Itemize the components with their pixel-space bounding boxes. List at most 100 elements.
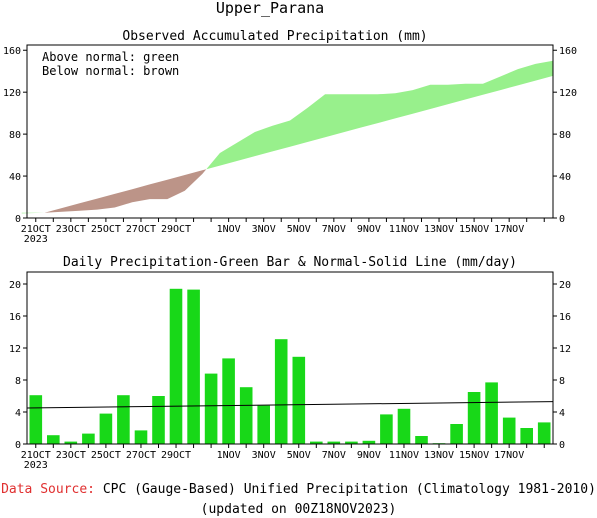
x-tick-label: 15NOV: [459, 450, 489, 461]
daily-bar: [117, 395, 130, 444]
y-tick-label-left: 12: [9, 344, 21, 355]
daily-bar: [47, 435, 60, 444]
y-tick-label-right: 0: [559, 440, 565, 451]
daily-bar: [239, 387, 253, 444]
daily-bar: [502, 417, 516, 444]
daily-bar: [82, 433, 95, 444]
daily-bar: [415, 436, 428, 444]
y-tick-label-right: 8: [559, 376, 565, 387]
accumulated-plot-frame: [26, 44, 554, 219]
accumulated-chart: Observed Accumulated Precipitation (mm) …: [3, 29, 577, 245]
y-tick-label-right: 12: [559, 344, 571, 355]
y-tick-label-right: 120: [559, 88, 577, 99]
x-tick-label: 21OCT: [21, 450, 51, 461]
main-title: Upper_Parana: [216, 0, 324, 17]
year-label: 2023: [24, 234, 48, 245]
y-tick-label-right: 20: [559, 280, 571, 291]
daily-bar: [29, 395, 43, 444]
y-tick-label-right: 16: [559, 312, 571, 323]
x-tick-label: 23OCT: [56, 224, 86, 235]
x-tick-label: 11NOV: [389, 224, 419, 235]
data-source-line: Data Source: CPC (Gauge-Based) Unified P…: [0, 482, 597, 497]
daily-title: Daily Precipitation-Green Bar & Normal-S…: [63, 255, 517, 270]
x-tick-label: 25OCT: [91, 224, 121, 235]
daily-bar: [292, 356, 306, 444]
x-tick-label: 17NOV: [494, 224, 524, 235]
y-tick-label-right: 0: [559, 214, 565, 225]
daily-bar: [397, 408, 411, 444]
x-tick-label: 1NOV: [217, 224, 241, 235]
daily-bar: [467, 392, 481, 444]
year-label: 2023: [24, 460, 48, 471]
daily-bar: [169, 288, 183, 444]
x-tick-label: 1NOV: [217, 450, 241, 461]
legend-below: Below normal: brown: [42, 64, 179, 78]
x-tick-label: 23OCT: [56, 450, 86, 461]
y-tick-label-right: 80: [559, 130, 571, 141]
x-tick-label: 13NOV: [424, 450, 454, 461]
y-tick-label-left: 80: [9, 130, 21, 141]
updated-line: (updated on 00Z18NOV2023): [0, 502, 597, 517]
updated-text: (updated on 00Z18NOV2023): [200, 502, 397, 517]
daily-bar: [485, 382, 498, 444]
daily-bar: [380, 414, 393, 444]
accumulated-title: Observed Accumulated Precipitation (mm): [122, 29, 427, 44]
y-tick-label-left: 0: [15, 440, 21, 451]
x-tick-label: 21OCT: [21, 224, 51, 235]
daily-plot-frame: [26, 271, 554, 445]
daily-chart: Daily Precipitation-Green Bar & Normal-S…: [9, 255, 571, 471]
daily-bar: [204, 373, 218, 444]
daily-bar: [99, 413, 113, 444]
x-tick-label: 9NOV: [357, 450, 381, 461]
x-tick-label: 15NOV: [459, 224, 489, 235]
daily-bar: [134, 430, 148, 444]
legend-above: Above normal: green: [42, 50, 179, 64]
daily-bar: [520, 428, 533, 444]
y-tick-label-left: 20: [9, 280, 21, 291]
daily-bar: [274, 339, 288, 444]
daily-bar: [345, 441, 358, 444]
x-tick-label: 3NOV: [252, 450, 276, 461]
x-tick-label: 11NOV: [389, 450, 419, 461]
y-tick-label-right: 160: [559, 46, 577, 57]
daily-bar: [537, 422, 551, 444]
y-tick-label-left: 16: [9, 312, 21, 323]
x-tick-label: 25OCT: [91, 450, 121, 461]
y-tick-label-left: 40: [9, 172, 21, 183]
data-source-text: CPC (Gauge-Based) Unified Precipitation …: [102, 482, 596, 497]
x-tick-label: 17NOV: [494, 450, 524, 461]
x-tick-label: 3NOV: [252, 224, 276, 235]
x-tick-label: 5NOV: [287, 224, 311, 235]
y-tick-label-right: 40: [559, 172, 571, 183]
daily-bar: [327, 441, 341, 444]
y-tick-label-right: 4: [559, 408, 565, 419]
daily-bar: [222, 358, 235, 444]
x-tick-label: 7NOV: [322, 224, 346, 235]
daily-bar: [187, 289, 200, 444]
x-tick-label: 5NOV: [287, 450, 311, 461]
x-tick-label: 13NOV: [424, 224, 454, 235]
daily-bar: [450, 424, 463, 444]
daily-bar: [257, 405, 270, 444]
daily-bar: [310, 441, 323, 444]
below-normal-area: [44, 169, 207, 213]
daily-bar: [362, 440, 376, 444]
y-tick-label-left: 160: [3, 46, 21, 57]
above-normal-area: [206, 60, 554, 170]
daily-bar: [152, 396, 165, 444]
above-normal-area: [21, 212, 45, 214]
data-source-label: Data Source:: [1, 482, 95, 497]
x-tick-label: 29OCT: [161, 224, 191, 235]
x-tick-label: 27OCT: [126, 450, 156, 461]
y-tick-label-left: 4: [15, 408, 21, 419]
x-tick-label: 7NOV: [322, 450, 346, 461]
normal-daily-line: [26, 401, 554, 409]
y-tick-label-left: 8: [15, 376, 21, 387]
x-tick-label: 9NOV: [357, 224, 381, 235]
x-tick-label: 29OCT: [161, 450, 191, 461]
x-tick-label: 27OCT: [126, 224, 156, 235]
y-tick-label-left: 120: [3, 88, 21, 99]
daily-bar: [64, 441, 78, 444]
y-tick-label-left: 0: [15, 214, 21, 225]
